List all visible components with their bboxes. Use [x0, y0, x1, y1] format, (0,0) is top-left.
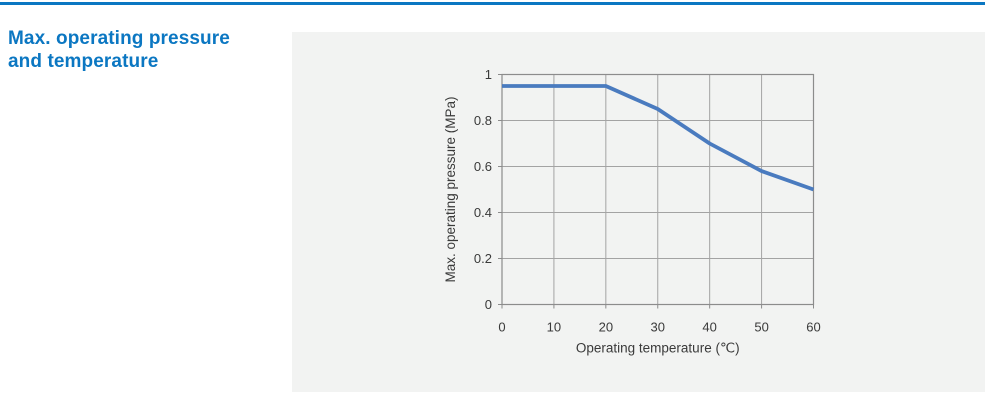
y-tick-label: 0.6 — [474, 159, 492, 174]
section-title-line1: Max. operating pressure — [8, 28, 230, 49]
top-accent-bar — [0, 2, 985, 5]
y-tick-label: 0 — [485, 297, 492, 312]
section-title: Max. operating pressure and temperature — [8, 27, 230, 73]
pressure-temperature-chart: 0 10 20 30 40 50 60 0 0.2 0.4 0.6 0.8 1 Operating tem… — [443, 67, 821, 356]
x-tick-label: 60 — [806, 320, 820, 335]
x-tick-label: 20 — [599, 320, 613, 335]
pressure-curve — [502, 84, 815, 192]
y-tick-label: 0.4 — [474, 205, 492, 220]
chart-panel: 0 10 20 30 40 50 60 0 0.2 0.4 0.6 0.8 1 Operating tem… — [292, 32, 985, 392]
x-axis-label: Operating temperature (℃) — [576, 341, 740, 356]
section-title-line2: and temperature — [8, 51, 159, 72]
x-tick-label: 10 — [547, 320, 561, 335]
x-tick-label: 30 — [651, 320, 665, 335]
x-tick-label: 50 — [754, 320, 768, 335]
y-tick-label: 0.8 — [474, 113, 492, 128]
x-tick-label: 0 — [498, 320, 505, 335]
y-tick-label: 1 — [485, 67, 492, 82]
y-tick-label: 0.2 — [474, 251, 492, 266]
x-tick-label: 40 — [702, 320, 716, 335]
y-axis-label: Max. operating pressure (MPa) — [443, 96, 458, 282]
